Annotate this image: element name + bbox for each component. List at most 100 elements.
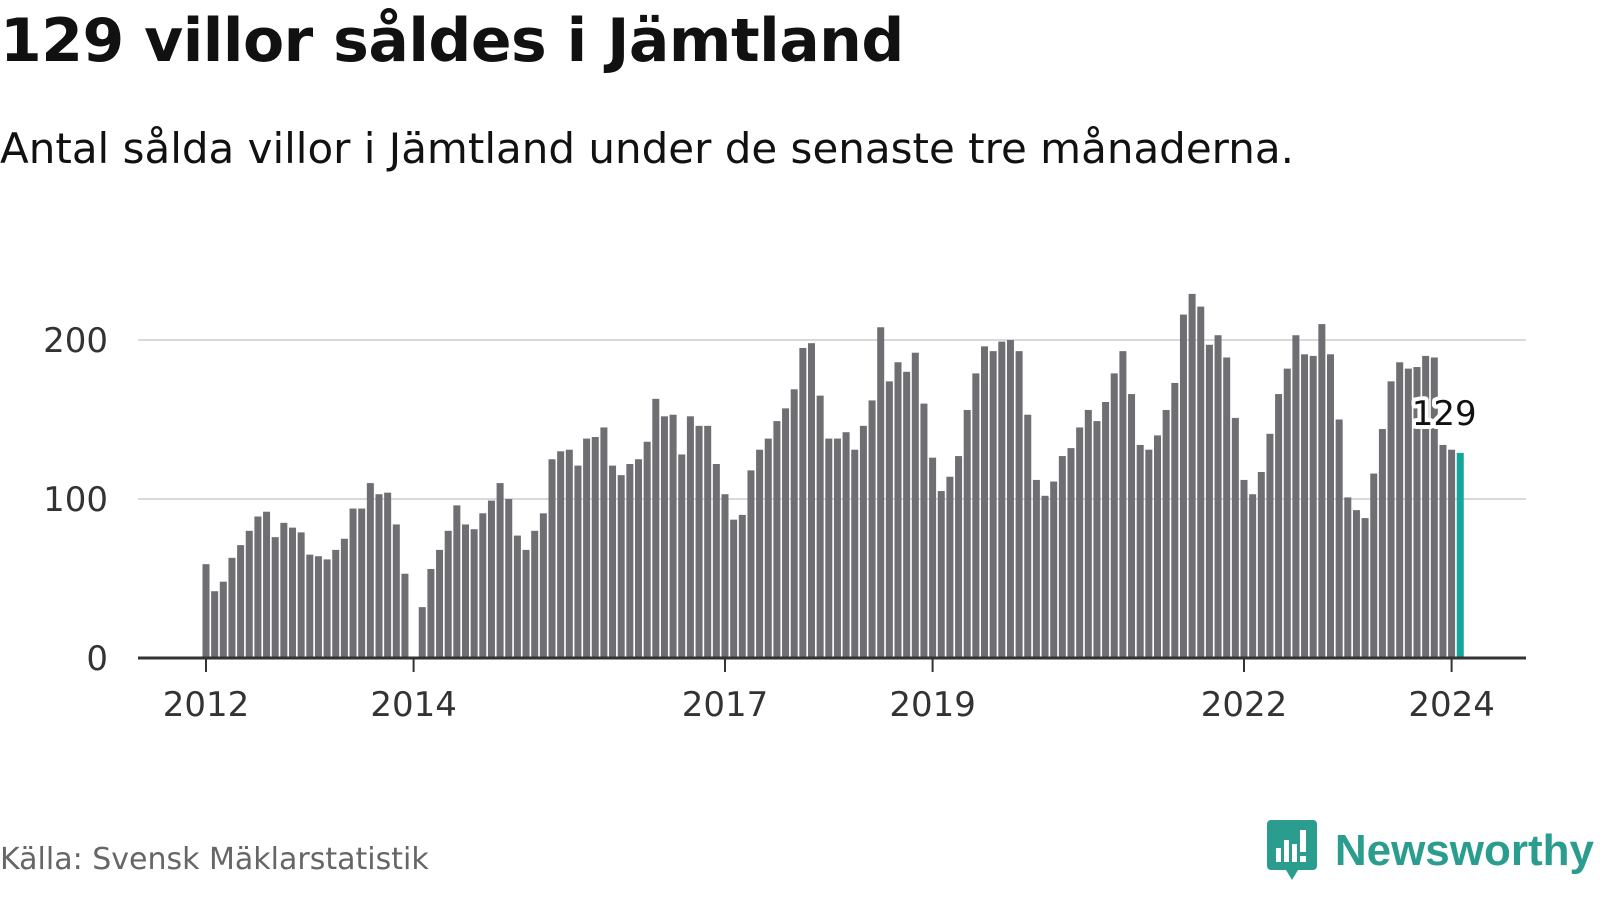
bar xyxy=(202,564,210,658)
bar xyxy=(1404,368,1412,658)
bar xyxy=(730,519,738,658)
bar xyxy=(816,395,824,658)
bar xyxy=(565,449,573,658)
bar xyxy=(1162,409,1170,658)
bar xyxy=(1387,381,1395,658)
bar xyxy=(833,438,841,658)
bar xyxy=(427,568,435,658)
bar xyxy=(678,454,686,658)
bar xyxy=(375,494,383,658)
bar xyxy=(1179,314,1187,658)
bar xyxy=(842,432,850,658)
bar xyxy=(1439,444,1447,658)
bar xyxy=(894,362,902,658)
bar xyxy=(1136,444,1144,658)
brand-name: Newsworthy xyxy=(1334,826,1594,875)
bar xyxy=(790,389,798,658)
bar xyxy=(1430,357,1438,658)
bar xyxy=(963,409,971,658)
data-labels: 129 xyxy=(1408,390,1481,438)
bar xyxy=(418,607,426,658)
bar xyxy=(1301,354,1309,658)
bar xyxy=(401,573,409,658)
bar xyxy=(609,465,617,658)
bar xyxy=(366,483,374,658)
bar xyxy=(1422,355,1430,658)
bar xyxy=(1119,351,1127,658)
x-tick-label: 2014 xyxy=(370,685,457,725)
bar xyxy=(280,522,288,658)
bar xyxy=(1102,402,1110,658)
bar xyxy=(1050,481,1058,658)
newsworthy-logo-icon xyxy=(1266,820,1317,886)
bar xyxy=(1093,421,1101,658)
bar xyxy=(868,400,876,658)
bar xyxy=(695,425,703,658)
bar xyxy=(470,529,478,658)
bar xyxy=(444,530,452,658)
bar xyxy=(877,327,885,658)
bar xyxy=(773,421,781,658)
bar xyxy=(1275,394,1283,658)
bar xyxy=(1032,479,1040,658)
bar xyxy=(271,537,279,658)
bar xyxy=(1370,473,1378,658)
bar xyxy=(306,554,314,658)
bar xyxy=(453,505,461,658)
bar xyxy=(1188,293,1196,658)
bar xyxy=(591,436,599,658)
bar xyxy=(332,549,340,658)
bar xyxy=(219,581,227,658)
bar xyxy=(989,351,997,658)
bar xyxy=(1335,419,1343,658)
bar xyxy=(1171,382,1179,658)
bar xyxy=(756,449,764,658)
x-tick-label: 2017 xyxy=(682,685,769,725)
bar xyxy=(825,438,833,658)
bar xyxy=(548,459,556,658)
bar xyxy=(946,476,954,658)
source-note: Källa: Svensk Mäklarstatistik xyxy=(0,842,429,877)
bar xyxy=(1292,335,1300,658)
bar xyxy=(1448,449,1456,658)
bar xyxy=(1214,335,1222,658)
y-axis-ticks: 0 100 200 xyxy=(43,321,108,679)
bar xyxy=(859,425,867,658)
bar xyxy=(358,508,366,658)
bar xyxy=(1154,435,1161,658)
chart-title: 129 villor såldes i Jämtland xyxy=(0,6,904,76)
bar xyxy=(1318,324,1326,658)
bar xyxy=(1015,351,1023,658)
bar xyxy=(1231,417,1239,658)
y-tick-label: 100 xyxy=(43,480,108,520)
bars xyxy=(202,293,1464,658)
bar xyxy=(1145,449,1153,658)
bar xyxy=(349,508,357,658)
bar xyxy=(660,416,668,658)
bar xyxy=(1084,409,1092,658)
bar xyxy=(764,438,772,658)
bar xyxy=(1352,510,1360,658)
bar xyxy=(1024,414,1032,658)
bar xyxy=(1266,433,1274,658)
x-axis-ticks: 2012 2014 2017 2019 2022 2024 xyxy=(163,658,1495,725)
bar xyxy=(712,464,720,658)
highlight-data-label: 129 xyxy=(1412,394,1477,434)
bar xyxy=(254,516,262,658)
bar xyxy=(1110,373,1118,658)
bar xyxy=(1413,367,1421,658)
bar xyxy=(314,556,322,658)
bar xyxy=(574,465,582,658)
y-tick-label: 0 xyxy=(86,639,108,679)
bar xyxy=(522,549,530,658)
bar xyxy=(392,524,400,658)
x-tick-label: 2022 xyxy=(1201,685,1288,725)
bar xyxy=(539,513,547,658)
bar xyxy=(1128,394,1136,658)
bar xyxy=(911,352,919,658)
bar xyxy=(583,438,591,658)
bar xyxy=(686,416,694,658)
bar xyxy=(245,530,253,658)
x-tick-label: 2024 xyxy=(1408,685,1495,725)
bar xyxy=(929,457,937,658)
